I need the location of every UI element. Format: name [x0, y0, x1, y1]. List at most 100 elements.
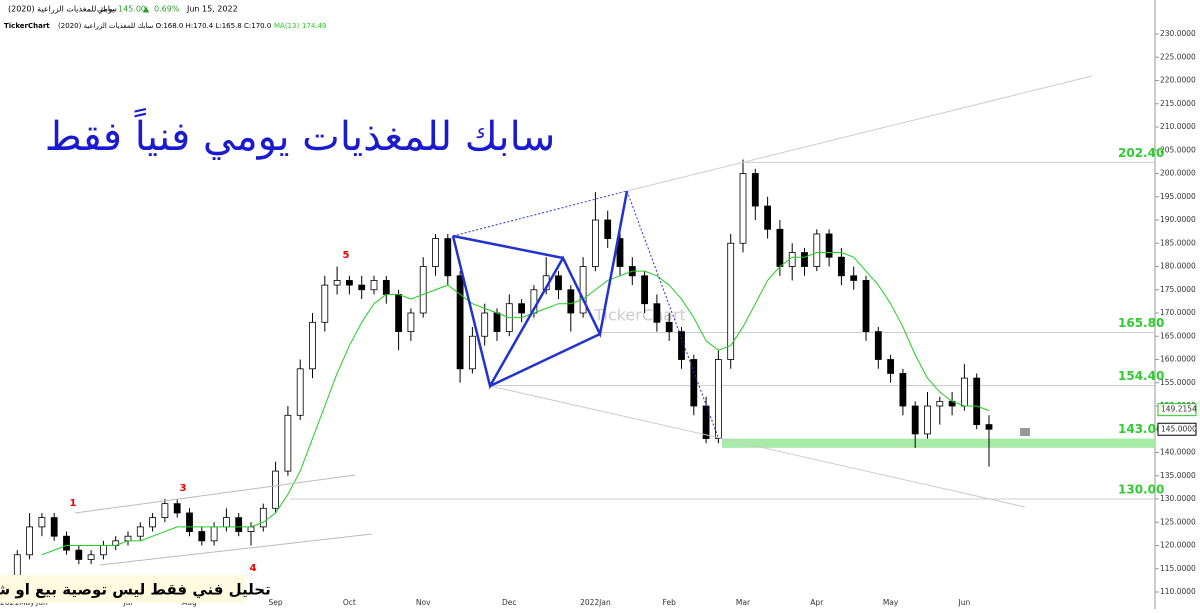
trend-line	[626, 75, 1093, 192]
candle-body	[555, 275, 562, 291]
ma-label: MA(13)	[274, 22, 299, 30]
x-tick-label: 2022Jan	[580, 598, 611, 607]
y-tick-label: 180.0000	[1160, 262, 1196, 271]
x-tick-label: Dec	[502, 598, 517, 607]
price-tag-label: 145.0000	[1161, 424, 1197, 433]
ohlc: سابك للمغذيات الزراعية (2020) O:168.0 H:…	[58, 22, 271, 30]
trend-line	[74, 474, 356, 514]
y-tick-label: 190.0000	[1160, 215, 1196, 224]
level-label: 143.00	[1118, 422, 1164, 436]
candle-body	[887, 359, 894, 374]
price-tag	[1157, 403, 1197, 417]
candle-body	[727, 242, 735, 360]
candle-body	[198, 531, 206, 542]
header-symbol: سابك للمغذيات الزراعية (2020)	[8, 5, 117, 14]
candle-body	[801, 252, 808, 267]
x-tick-label: Oct	[343, 598, 356, 607]
candle-body	[678, 331, 685, 360]
candle-body	[26, 526, 34, 556]
header-arrow: ▲	[143, 5, 150, 14]
wave-label: 5	[343, 250, 350, 261]
candle-body	[444, 238, 452, 277]
candle-body	[395, 293, 403, 332]
x-tick-label: Mar	[736, 598, 751, 607]
candle-body	[370, 280, 378, 291]
support-zone	[722, 438, 1155, 448]
candle-body	[468, 335, 476, 370]
level-label: 154.40	[1118, 369, 1164, 383]
candle-body	[493, 312, 501, 333]
wave-label: 4	[250, 563, 257, 574]
candle-body	[456, 275, 464, 370]
thumb-icon	[1020, 428, 1030, 436]
candle-body	[186, 512, 193, 532]
y-tick-label: 155.0000	[1160, 378, 1196, 387]
y-tick-label: 220.0000	[1160, 76, 1196, 85]
y-tick-label: 185.0000	[1160, 238, 1196, 247]
candle-body	[813, 233, 821, 267]
candle-body	[419, 266, 427, 314]
y-tick-label: 130.0000	[1160, 494, 1196, 503]
candle-body	[149, 517, 157, 528]
y-tick-label: 175.0000	[1160, 285, 1196, 294]
x-tick-label: Sep	[269, 598, 283, 607]
candle-body	[665, 321, 673, 332]
candle-body	[321, 284, 329, 323]
headline: سابك للمغذيات يومي فنياً فقط	[45, 107, 556, 160]
candle-body	[751, 173, 759, 207]
y-tick-label: 165.0000	[1160, 331, 1196, 340]
candle-body	[382, 280, 390, 295]
level-label: 130.00	[1118, 483, 1164, 497]
candle-body	[333, 280, 341, 286]
price-tag-label: 149.2154	[1161, 405, 1197, 414]
candle-body	[210, 526, 218, 542]
y-tick-label: 120.0000	[1160, 541, 1196, 550]
ma-value: 174.49	[302, 22, 327, 30]
candle-body	[788, 252, 796, 267]
candle-body	[776, 228, 784, 267]
candle-body	[911, 405, 919, 435]
y-tick-label: 200.0000	[1160, 169, 1196, 178]
y-tick-label: 140.0000	[1160, 448, 1196, 457]
y-tick-label: 225.0000	[1160, 52, 1196, 61]
header-price: 145.00	[118, 5, 146, 14]
candle-body	[136, 526, 144, 537]
candle-body	[124, 535, 132, 542]
candle-body	[87, 554, 95, 560]
candle-body	[100, 545, 107, 556]
y-tick-label: 125.0000	[1160, 517, 1196, 526]
x-tick-label: Jun	[958, 598, 971, 607]
level-label: 202.40	[1118, 146, 1164, 160]
candle-body	[358, 284, 366, 291]
candle-body	[296, 368, 304, 416]
x-tick-label: Nov	[416, 598, 431, 607]
y-tick-label: 195.0000	[1160, 192, 1196, 201]
candle-body	[702, 405, 710, 439]
candle-body	[616, 238, 624, 267]
y-tick-label: 115.0000	[1160, 564, 1196, 573]
candle-body	[579, 266, 587, 314]
x-tick-label: Feb	[663, 598, 677, 607]
candle-body	[739, 173, 747, 244]
candle-body	[50, 517, 58, 537]
candle-body	[985, 424, 993, 430]
candle-body	[518, 303, 525, 314]
candle-body	[850, 275, 858, 281]
header-date: Jun 15, 2022	[186, 5, 238, 14]
candle-body	[592, 219, 599, 267]
candle-body	[825, 233, 833, 258]
y-tick-label: 205.0000	[1160, 145, 1196, 154]
candle-body	[936, 400, 944, 407]
candle-body	[345, 280, 353, 286]
y-tick-label: 230.0000	[1160, 29, 1196, 38]
level-label: 165.80	[1118, 316, 1164, 330]
candle-body	[259, 507, 267, 528]
candle-body	[961, 377, 968, 407]
y-tick-label: 215.0000	[1160, 99, 1196, 108]
candle-body	[481, 312, 489, 337]
y-tick-label: 110.0000	[1160, 587, 1196, 596]
disclaimer-box	[0, 575, 245, 603]
candle-body	[407, 312, 415, 333]
candle-body	[874, 331, 882, 360]
